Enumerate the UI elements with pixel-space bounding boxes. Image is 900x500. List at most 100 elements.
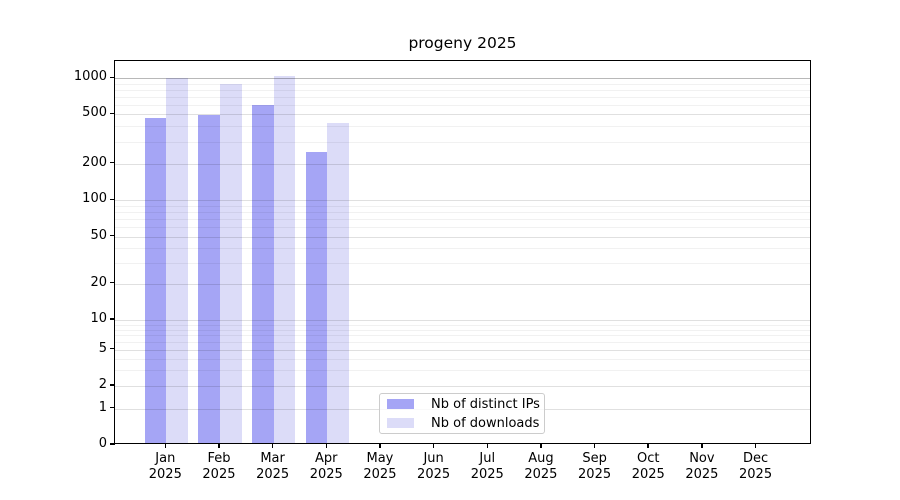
x-tick-year: 2025 (417, 466, 451, 482)
major-gridline-20 (115, 283, 810, 285)
bar-distinct-ips-jan (144, 117, 167, 443)
x-tick-year: 2025 (202, 466, 236, 482)
x-tick (218, 444, 220, 448)
y-tick-label-200: 200 (82, 154, 107, 170)
y-tick-label-20: 20 (90, 274, 107, 290)
major-gridline-200 (115, 163, 810, 165)
x-tick-label-may: May 2025 (337, 451, 423, 482)
bar-distinct-ips-mar (252, 104, 274, 443)
legend-label-distinct-ips: Nb of distinct IPs (431, 396, 540, 412)
x-tick-month: Dec (742, 451, 769, 466)
y-tick-label-5: 5 (98, 340, 107, 356)
minor-gridline (115, 212, 810, 214)
y-tick (110, 406, 115, 409)
x-tick-month: Sep (582, 451, 607, 466)
minor-gridline (115, 227, 810, 229)
legend: Nb of distinct IPs Nb of downloads (379, 393, 545, 434)
legend-item-distinct-ips: Nb of distinct IPs (387, 396, 540, 412)
major-gridline-2 (115, 386, 810, 387)
legend-label-downloads: Nb of downloads (431, 415, 540, 431)
minor-gridline (115, 248, 810, 250)
y-tick-label-50: 50 (90, 227, 107, 243)
minor-gridline (115, 141, 810, 143)
x-tick (647, 444, 649, 448)
x-tick-year: 2025 (631, 466, 665, 482)
x-tick-year: 2025 (309, 466, 343, 482)
minor-gridline (115, 358, 810, 360)
y-tick (110, 347, 115, 350)
y-tick-label-500: 500 (82, 105, 107, 121)
y-tick-label-0: 0 (98, 436, 107, 451)
minor-gridline (115, 262, 810, 264)
minor-gridline (115, 96, 810, 98)
x-tick (432, 444, 435, 448)
minor-gridline (115, 341, 810, 343)
bar-downloads-feb (219, 83, 242, 443)
bar-distinct-ips-apr (305, 151, 328, 443)
y-tick-label-10: 10 (90, 311, 107, 326)
minor-gridline (115, 104, 810, 106)
x-tick-month: Mar (260, 451, 285, 466)
x-tick-year: 2025 (578, 466, 612, 482)
y-tick-label-2: 2 (98, 377, 107, 392)
x-tick-label-feb: Feb 2025 (176, 451, 262, 482)
y-tick-label-1000: 1000 (73, 69, 107, 85)
x-tick (540, 444, 542, 448)
y-tick (110, 443, 115, 445)
minor-gridline (115, 205, 810, 207)
major-gridline-50 (115, 236, 810, 238)
minor-gridline (115, 329, 810, 331)
major-gridline-5 (115, 349, 810, 351)
minor-gridline (115, 369, 810, 371)
y-tick (110, 384, 115, 386)
bar-downloads-jan (166, 77, 188, 443)
bar-distinct-ips-feb (198, 114, 220, 443)
x-tick (701, 444, 703, 448)
x-tick-month: Apr (315, 451, 338, 466)
legend-swatch-distinct-ips-icon (387, 399, 414, 409)
x-tick (593, 444, 596, 448)
x-tick-label-aug: Aug 2025 (498, 451, 584, 482)
x-tick-month: Jan (155, 451, 176, 466)
x-tick-year: 2025 (256, 466, 290, 482)
x-tick-month: Oct (636, 451, 660, 466)
x-tick-year: 2025 (363, 466, 397, 482)
major-gridline-10 (115, 320, 810, 321)
y-tick (110, 112, 115, 115)
x-tick-label-sep: Sep 2025 (552, 451, 638, 482)
x-tick-year: 2025 (524, 466, 558, 482)
x-tick-year: 2025 (470, 466, 504, 482)
major-gridline-100 (115, 200, 810, 202)
x-tick (164, 444, 167, 448)
x-tick (325, 444, 328, 448)
y-tick (110, 198, 115, 201)
x-tick-month: Jul (479, 451, 496, 466)
legend-swatch-downloads-icon (387, 418, 414, 428)
x-tick (486, 444, 488, 448)
y-tick (110, 281, 115, 284)
x-tick-year: 2025 (685, 466, 719, 482)
x-tick-label-jan: Jan 2025 (122, 451, 208, 482)
x-tick (379, 444, 381, 448)
y-tick (110, 318, 115, 320)
x-tick-month: Aug (528, 451, 554, 466)
x-tick-label-oct: Oct 2025 (605, 451, 691, 482)
x-tick-label-apr: Apr 2025 (283, 451, 369, 482)
minor-gridline (115, 83, 810, 85)
x-tick-year: 2025 (148, 466, 182, 482)
x-tick-month: Nov (689, 451, 715, 466)
y-tick (110, 76, 115, 79)
x-tick-label-nov: Nov 2025 (659, 451, 745, 482)
bar-downloads-mar (273, 76, 296, 443)
x-tick (754, 444, 757, 448)
minor-gridline (115, 126, 810, 128)
y-tick (110, 234, 115, 237)
plot-area (114, 60, 811, 444)
legend-item-downloads: Nb of downloads (387, 415, 540, 431)
bar-downloads-apr (327, 123, 349, 443)
chart-title: progeny 2025 (408, 34, 517, 52)
y-tick (110, 161, 115, 164)
major-gridline-1000 (115, 78, 810, 80)
x-tick-label-jul: Jul 2025 (444, 451, 530, 482)
